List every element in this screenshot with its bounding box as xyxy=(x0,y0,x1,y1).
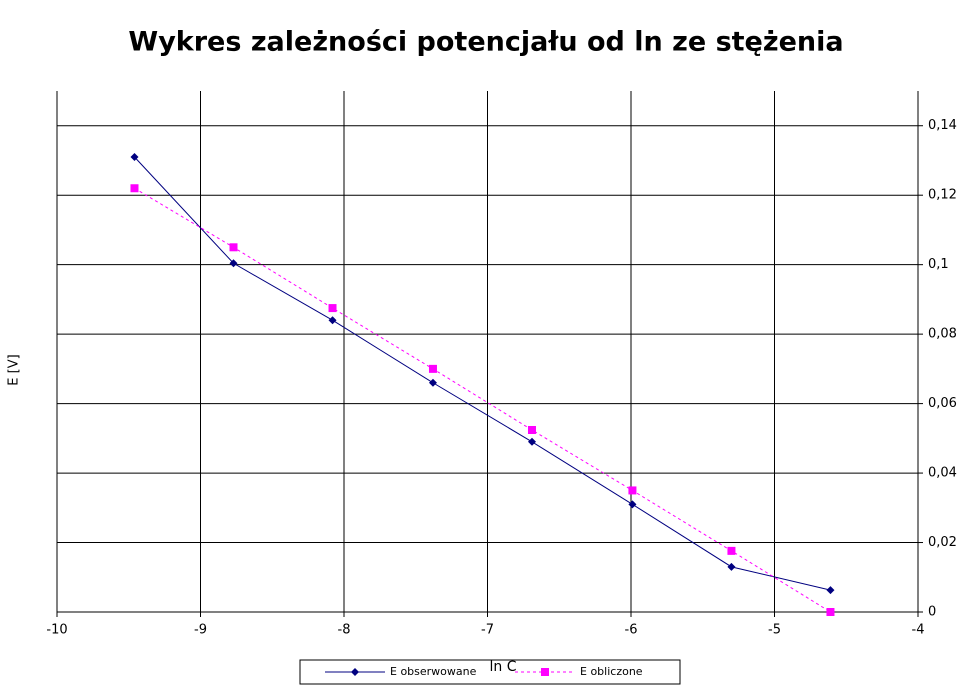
x-tick-label: -5 xyxy=(768,623,781,638)
x-tick-label: -6 xyxy=(625,623,638,638)
marker xyxy=(130,152,139,161)
marker xyxy=(628,486,637,495)
legend-marker xyxy=(351,668,359,676)
y-tick-label: 0,1 xyxy=(928,257,949,272)
y-tick-label: 0,12 xyxy=(928,188,957,203)
legend-label: E obserwowane xyxy=(390,665,477,678)
marker xyxy=(628,500,637,509)
marker xyxy=(727,546,736,555)
y-tick-label: 0,02 xyxy=(928,535,957,550)
marker xyxy=(826,608,835,616)
legend-label: E obliczone xyxy=(580,665,643,678)
marker xyxy=(826,586,835,595)
x-tick-label: -8 xyxy=(338,623,351,638)
marker xyxy=(428,378,437,387)
plot-area xyxy=(56,91,923,617)
marker xyxy=(328,316,337,325)
marker xyxy=(328,304,337,313)
y-tick-label: 0,08 xyxy=(928,327,957,342)
x-tick-label: -7 xyxy=(481,623,494,638)
x-tick-label: -10 xyxy=(46,623,67,638)
marker xyxy=(229,243,238,252)
x-axis-label: ln C xyxy=(490,659,517,675)
marker xyxy=(727,562,736,571)
series-line xyxy=(134,187,831,613)
y-tick-label: 0,04 xyxy=(928,466,957,481)
marker xyxy=(527,425,536,434)
y-tick-label: 0,14 xyxy=(928,118,957,133)
x-tick-label: -4 xyxy=(912,623,925,638)
x-tick-label: -9 xyxy=(194,623,207,638)
marker xyxy=(428,364,437,373)
series-line xyxy=(134,156,831,591)
y-tick-label: 0 xyxy=(928,605,936,620)
legend-marker xyxy=(541,668,549,676)
chart-title: Wykres zależności potencjału od ln ze st… xyxy=(128,27,843,58)
marker xyxy=(527,437,536,446)
y-tick-label: 0,06 xyxy=(928,396,957,411)
marker xyxy=(130,184,139,193)
marker xyxy=(229,259,238,268)
y-axis-label: E [V] xyxy=(7,354,22,385)
